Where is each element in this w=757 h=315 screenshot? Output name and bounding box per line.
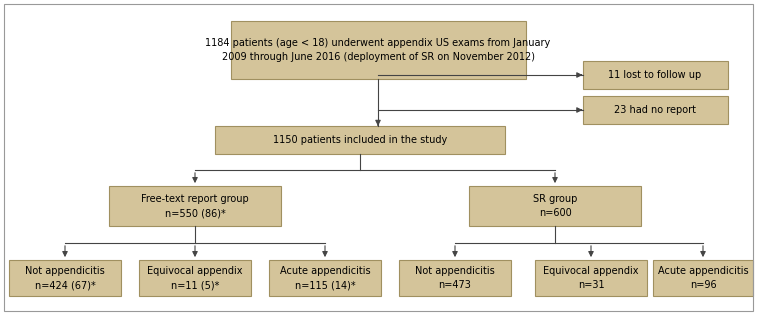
FancyBboxPatch shape — [582, 61, 727, 89]
FancyBboxPatch shape — [230, 21, 525, 79]
Text: 1184 patients (age < 18) underwent appendix US exams from January
2009 through J: 1184 patients (age < 18) underwent appen… — [205, 38, 550, 62]
FancyBboxPatch shape — [109, 186, 281, 226]
Text: SR group
n=600: SR group n=600 — [533, 194, 577, 218]
Text: Equivocal appendix
n=11 (5)*: Equivocal appendix n=11 (5)* — [148, 266, 243, 290]
Text: Equivocal appendix
n=31: Equivocal appendix n=31 — [544, 266, 639, 290]
Text: Acute appendicitis
n=96: Acute appendicitis n=96 — [658, 266, 749, 290]
FancyBboxPatch shape — [535, 260, 647, 296]
Text: 11 lost to follow up: 11 lost to follow up — [609, 70, 702, 80]
FancyBboxPatch shape — [399, 260, 511, 296]
Text: Free-text report group
n=550 (86)*: Free-text report group n=550 (86)* — [141, 194, 249, 218]
Text: Acute appendicitis
n=115 (14)*: Acute appendicitis n=115 (14)* — [279, 266, 370, 290]
FancyBboxPatch shape — [269, 260, 381, 296]
Text: 1150 patients included in the study: 1150 patients included in the study — [273, 135, 447, 145]
FancyBboxPatch shape — [9, 260, 121, 296]
FancyBboxPatch shape — [653, 260, 753, 296]
Text: Not appendicitis
n=424 (67)*: Not appendicitis n=424 (67)* — [25, 266, 105, 290]
FancyBboxPatch shape — [582, 96, 727, 124]
FancyBboxPatch shape — [215, 126, 505, 154]
FancyBboxPatch shape — [139, 260, 251, 296]
FancyBboxPatch shape — [469, 186, 641, 226]
Text: Not appendicitis
n=473: Not appendicitis n=473 — [415, 266, 495, 290]
Text: 23 had no report: 23 had no report — [614, 105, 696, 115]
